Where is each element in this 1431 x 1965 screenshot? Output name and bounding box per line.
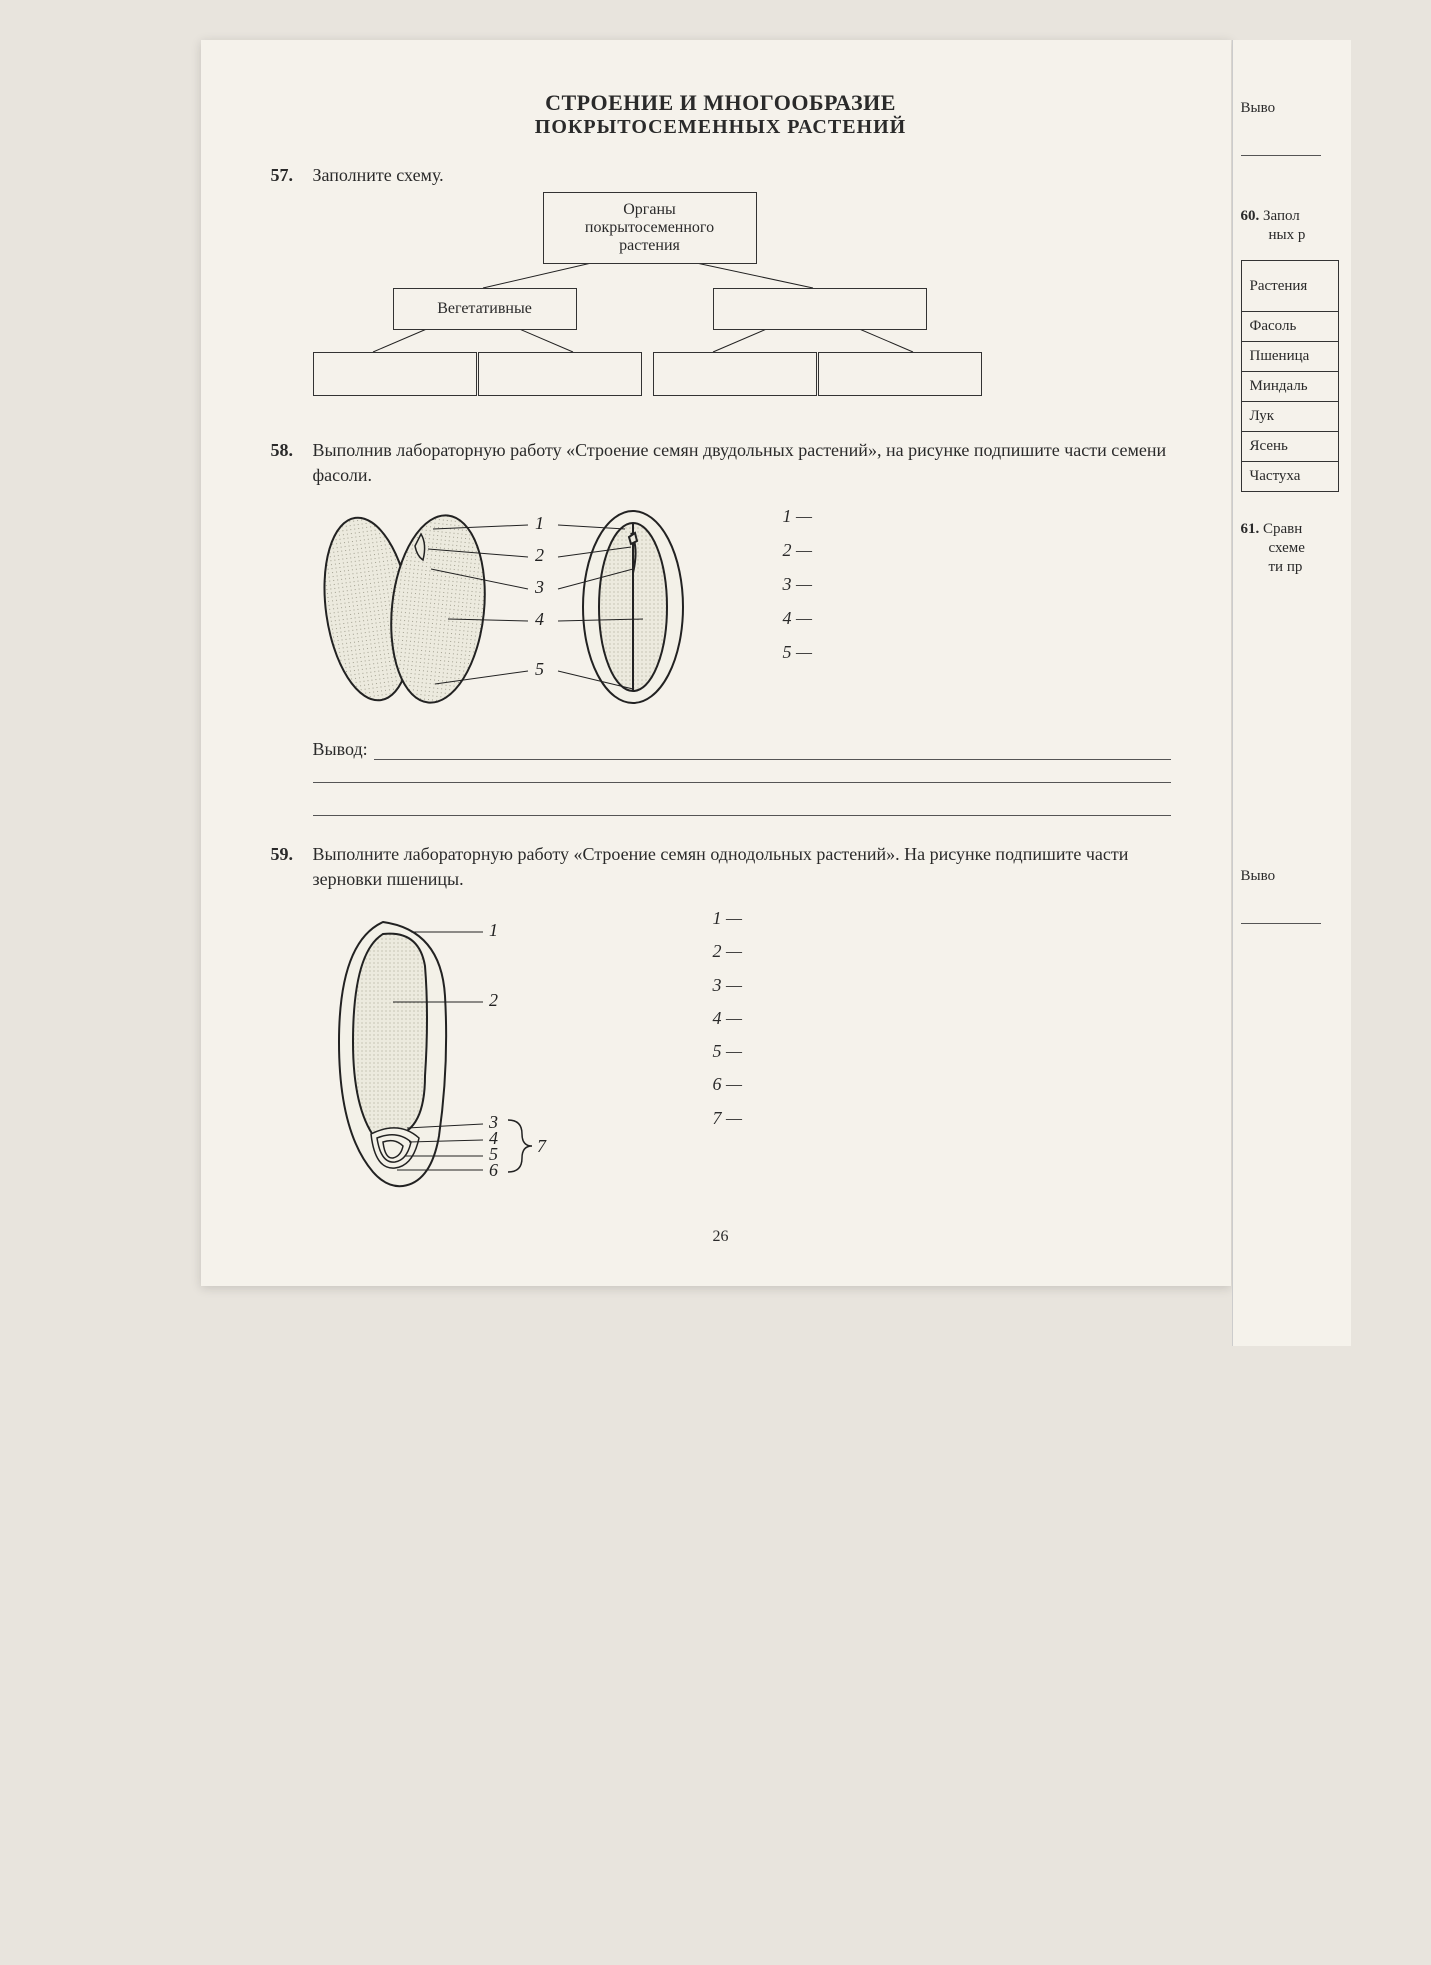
page-number: 26 — [271, 1228, 1171, 1246]
heading-line-2: ПОКРЫТОСЕМЕННЫХ РАСТЕНИЙ — [271, 116, 1171, 139]
right-61-text-b: схеме — [1241, 540, 1351, 557]
wheat-label-6: 6 — [489, 1160, 498, 1180]
wheat-label-2: 2 — [489, 990, 498, 1010]
bean-label-4: 4 — [535, 609, 544, 629]
workbook-page: СТРОЕНИЕ И МНОГООБРАЗИЕ ПОКРЫТОСЕМЕННЫХ … — [201, 40, 1231, 1286]
right-line — [1241, 133, 1321, 156]
tree-diagram: Органы покрытосеменного растения Вегетат… — [313, 192, 1171, 412]
right-vyvod-2: Выво — [1241, 868, 1351, 885]
right-60-num: 60. — [1241, 208, 1260, 224]
exercise-57-text: Заполните схему. — [313, 163, 1171, 188]
heading-line-1: СТРОЕНИЕ И МНОГООБРАЗИЕ — [271, 90, 1171, 116]
exercise-57: 57. Заполните схему. Органы покрытосемен… — [271, 163, 1171, 412]
right-60-text-a: Запол — [1263, 208, 1300, 224]
right-60-text-b: ных р — [1241, 227, 1351, 244]
wheat-answer-list: 1 — 2 — 3 — 4 — 5 — 6 — 7 — — [653, 902, 1171, 1202]
right-line-2 — [1241, 901, 1321, 924]
conclusion-line-1[interactable] — [374, 737, 1171, 760]
tree-box-vegetative: Вегетативные — [393, 288, 577, 330]
conclusion-line-3[interactable] — [313, 793, 1171, 816]
exercise-58-number: 58. — [271, 438, 305, 488]
tree-box-blank-right[interactable] — [713, 288, 927, 330]
tree-box-blank-2[interactable] — [478, 352, 642, 396]
bean-label-1: 1 — [535, 513, 544, 533]
right-row-2: Пшеница — [1241, 341, 1339, 372]
bean-answer-4[interactable]: 4 — — [783, 601, 1171, 635]
right-row-1: Фасоль — [1241, 311, 1339, 342]
right-61-text-a: Сравн — [1263, 521, 1302, 537]
wheat-answer-5[interactable]: 5 — — [713, 1035, 1171, 1068]
right-61-text-c: ти пр — [1241, 559, 1351, 576]
exercise-58-text: Выполнив лабораторную работу «Строение с… — [313, 438, 1171, 488]
bean-answer-5[interactable]: 5 — — [783, 635, 1171, 669]
wheat-answer-4[interactable]: 4 — — [713, 1002, 1171, 1035]
bean-label-5: 5 — [535, 659, 544, 679]
exercise-57-number: 57. — [271, 163, 305, 188]
exercise-59: 59. Выполните лабораторную работу «Строе… — [271, 842, 1171, 1202]
wheat-answer-1[interactable]: 1 — — [713, 902, 1171, 935]
wheat-answer-2[interactable]: 2 — — [713, 935, 1171, 968]
conclusion-line-2[interactable] — [313, 760, 1171, 783]
bean-answer-list: 1 — 2 — 3 — 4 — 5 — — [753, 499, 1171, 719]
right-row-4: Лук — [1241, 401, 1339, 432]
tree-box-blank-4[interactable] — [818, 352, 982, 396]
bean-seed-diagram: 1 2 3 4 5 — [313, 499, 733, 719]
bean-answer-1[interactable]: 1 — — [783, 499, 1171, 533]
tree-box-blank-3[interactable] — [653, 352, 817, 396]
exercise-59-number: 59. — [271, 842, 305, 892]
wheat-label-1: 1 — [489, 920, 498, 940]
exercise-59-text: Выполните лабораторную работу «Строение … — [313, 842, 1171, 892]
wheat-answer-3[interactable]: 3 — — [713, 969, 1171, 1002]
bean-label-2: 2 — [535, 545, 544, 565]
right-row-6: Частуха — [1241, 461, 1339, 492]
right-table-head: Растения — [1241, 260, 1339, 312]
bean-answer-2[interactable]: 2 — — [783, 533, 1171, 567]
exercise-58: 58. Выполнив лабораторную работу «Строен… — [271, 438, 1171, 815]
right-row-3: Миндаль — [1241, 371, 1339, 402]
right-row-5: Ясень — [1241, 431, 1339, 462]
wheat-grain-diagram: 1 2 3 4 5 6 7 — [313, 902, 613, 1202]
bean-label-3: 3 — [534, 577, 544, 597]
wheat-label-7: 7 — [537, 1136, 547, 1156]
bean-answer-3[interactable]: 3 — — [783, 567, 1171, 601]
next-page-slice: Выво 60. Запол ных р Растения Фасоль Пше… — [1232, 40, 1351, 1346]
wheat-answer-6[interactable]: 6 — — [713, 1068, 1171, 1101]
tree-box-blank-1[interactable] — [313, 352, 477, 396]
tree-box-root: Органы покрытосеменного растения — [543, 192, 757, 264]
right-61-num: 61. — [1241, 521, 1260, 537]
wheat-answer-7[interactable]: 7 — — [713, 1102, 1171, 1135]
right-vyvod: Выво — [1241, 100, 1351, 117]
conclusion-label: Вывод: — [313, 739, 368, 760]
